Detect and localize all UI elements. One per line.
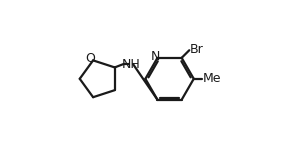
- Text: N: N: [151, 50, 160, 63]
- Text: NH: NH: [122, 58, 141, 71]
- Text: O: O: [86, 52, 96, 65]
- Text: Me: Me: [203, 72, 221, 85]
- Text: Br: Br: [190, 43, 204, 56]
